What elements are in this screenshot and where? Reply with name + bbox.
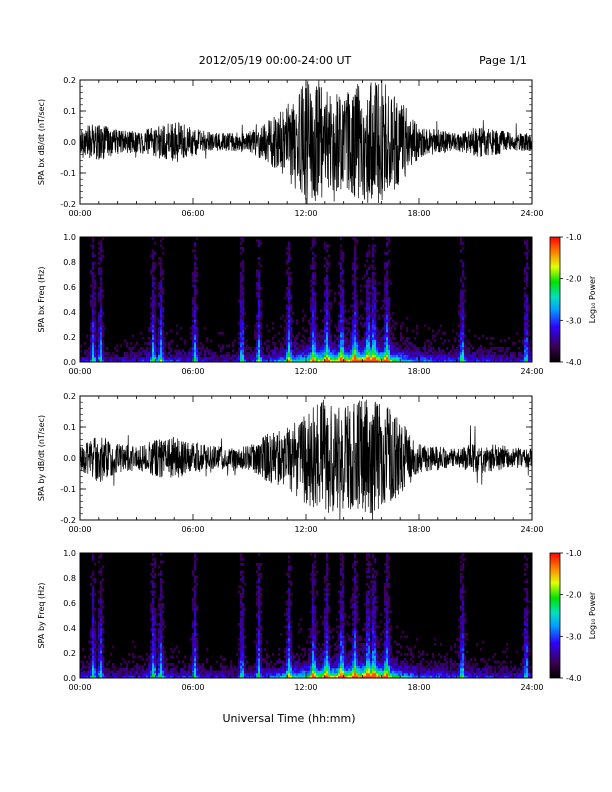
y-axis-label: SPA bx dB/dt (nT/sec) bbox=[37, 99, 46, 185]
x-tick-label: 00:00 bbox=[68, 367, 91, 376]
x-axis-label: Universal Time (hh:mm) bbox=[223, 712, 356, 725]
spectrogram-cells bbox=[80, 553, 533, 679]
y-tick-label: -0.1 bbox=[60, 485, 76, 494]
colorbar-tick-label: -4.0 bbox=[566, 358, 582, 367]
y-tick-label: 0.6 bbox=[63, 599, 76, 608]
page-indicator: Page 1/1 bbox=[479, 54, 527, 67]
y-tick-label: 0.8 bbox=[63, 574, 76, 583]
x-tick-label: 12:00 bbox=[294, 367, 317, 376]
x-tick-label: 18:00 bbox=[407, 209, 430, 218]
colorbar-tick-label: -3.0 bbox=[566, 632, 582, 641]
x-tick-label: 00:00 bbox=[68, 525, 91, 534]
x-tick-label: 24:00 bbox=[520, 367, 543, 376]
x-tick-label: 00:00 bbox=[68, 683, 91, 692]
y-tick-label: -0.2 bbox=[60, 516, 76, 525]
y-tick-label: 0.2 bbox=[63, 392, 76, 401]
colorbar bbox=[549, 236, 561, 363]
y-tick-label: 0.0 bbox=[63, 358, 76, 367]
y-axis-label: SPA by Freq (Hz) bbox=[37, 583, 46, 649]
x-tick-label: 00:00 bbox=[68, 209, 91, 218]
colorbar-tick-label: -3.0 bbox=[566, 316, 582, 325]
x-tick-label: 18:00 bbox=[407, 367, 430, 376]
y-tick-label: 1.0 bbox=[63, 233, 76, 242]
y-tick-label: 0.4 bbox=[63, 624, 76, 633]
y-tick-label: 0.1 bbox=[63, 107, 76, 116]
signal-trace bbox=[79, 399, 533, 521]
x-tick-label: 12:00 bbox=[294, 525, 317, 534]
x-tick-label: 12:00 bbox=[294, 683, 317, 692]
x-tick-label: 06:00 bbox=[181, 525, 204, 534]
colorbar-tick-label: -4.0 bbox=[566, 674, 582, 683]
y-tick-label: 0.8 bbox=[63, 258, 76, 267]
y-tick-label: 0.1 bbox=[63, 423, 76, 432]
y-axis-label: SPA bx Freq (Hz) bbox=[37, 267, 46, 333]
x-tick-label: 06:00 bbox=[181, 367, 204, 376]
y-tick-label: 0.6 bbox=[63, 283, 76, 292]
y-tick-label: 0.0 bbox=[63, 138, 76, 147]
x-tick-label: 18:00 bbox=[407, 525, 430, 534]
x-tick-label: 24:00 bbox=[520, 209, 543, 218]
y-tick-label: 0.4 bbox=[63, 308, 76, 317]
y-tick-label: 0.2 bbox=[63, 333, 76, 342]
x-tick-label: 18:00 bbox=[407, 683, 430, 692]
y-tick-label: 0.0 bbox=[63, 674, 76, 683]
x-tick-label: 12:00 bbox=[294, 209, 317, 218]
y-tick-label: 1.0 bbox=[63, 549, 76, 558]
panels: 00:00 06:00 12:00 18:00 24:00 0.2 0.1 0.0 -0.1 -0… bbox=[37, 76, 597, 692]
spectrogram-cells bbox=[80, 237, 533, 363]
y-axis-label: SPA by dB/dt (nT/sec) bbox=[37, 415, 46, 501]
y-tick-label: -0.2 bbox=[60, 200, 76, 209]
colorbar-tick-label: -2.0 bbox=[566, 275, 582, 284]
colorbar-tick-label: -2.0 bbox=[566, 591, 582, 600]
panel-4: -1.0 -2.0 -3.0 -4.0 Log₁₀ Power 00:00 06:00 12:… bbox=[37, 549, 597, 692]
y-tick-label: 0.0 bbox=[63, 454, 76, 463]
colorbar-tick-label: -1.0 bbox=[566, 233, 582, 242]
x-tick-label: 24:00 bbox=[520, 525, 543, 534]
x-tick-label: 06:00 bbox=[181, 683, 204, 692]
colorbar bbox=[549, 552, 561, 679]
panel-2: -1.0 -2.0 -3.0 -4.0 Log₁₀ Power 00:00 06:00 12:… bbox=[37, 233, 597, 376]
figure-title: 2012/05/19 00:00-24:00 UT bbox=[199, 54, 352, 67]
x-tick-label: 06:00 bbox=[181, 209, 204, 218]
panel-1: 00:00 06:00 12:00 18:00 24:00 0.2 0.1 0.0 -0.1 -0… bbox=[37, 76, 544, 218]
x-tick-label: 24:00 bbox=[520, 683, 543, 692]
colorbar-tick-label: -1.0 bbox=[566, 549, 582, 558]
y-tick-label: 0.2 bbox=[63, 76, 76, 85]
panel-3: 00:00 06:00 12:00 18:00 24:00 0.2 0.1 0.0 -0.1 -0… bbox=[37, 392, 544, 534]
y-tick-label: 0.2 bbox=[63, 649, 76, 658]
colorbar-label: Log₁₀ Power bbox=[588, 591, 597, 639]
signal-trace bbox=[79, 79, 533, 204]
colorbar-label: Log₁₀ Power bbox=[588, 275, 597, 323]
y-tick-label: -0.1 bbox=[60, 169, 76, 178]
